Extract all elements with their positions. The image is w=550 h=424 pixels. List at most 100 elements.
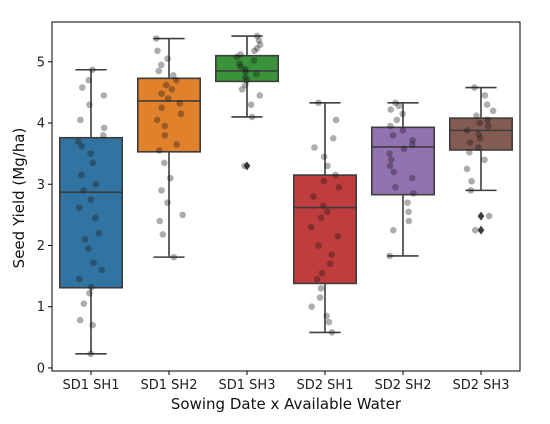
data-point [308,303,315,311]
data-point [326,260,334,268]
data-point [474,144,482,151]
data-point [408,141,416,148]
data-point [87,283,95,291]
data-point [463,127,471,134]
data-point [408,174,416,182]
data-point [76,316,84,324]
data-point [85,245,92,252]
data-point [466,139,474,146]
box-sd1-sh1 [58,136,124,289]
data-point [325,318,333,326]
data-point [155,67,163,75]
outlier-marker [243,161,251,171]
data-point [393,116,401,124]
data-point [311,144,318,151]
plot-frame [51,21,521,372]
box-sd2-sh2 [370,126,435,196]
data-point [332,116,340,124]
data-point [481,92,489,99]
data-point [471,84,478,91]
data-point [386,150,393,157]
outlier-marker [477,211,485,221]
data-point [153,116,161,124]
data-point [164,199,171,206]
data-point [168,86,176,93]
data-point [317,285,325,292]
data-point [253,45,261,52]
data-point [409,136,416,144]
box-sd1-sh3 [215,54,280,83]
data-point [253,70,260,78]
data-point [392,99,399,107]
data-point [315,99,322,107]
data-point [158,90,165,97]
data-point [313,275,321,283]
data-point [86,289,93,297]
data-point [483,101,491,108]
data-point [247,101,255,108]
data-point [335,184,343,191]
data-point [320,153,328,161]
data-point [156,217,164,225]
data-point [468,177,475,185]
data-point [158,104,165,112]
data-point [237,51,244,58]
data-point [255,37,263,44]
data-point [405,208,412,216]
data-point [334,232,342,240]
x-tick-label: SD1 SH2 [141,378,198,393]
x-tick-label: SD2 SH2 [375,378,432,393]
data-point [329,135,337,142]
data-point [317,214,325,222]
data-point [159,231,167,238]
data-point [241,162,248,170]
x-tick-label: SD2 SH3 [453,378,510,393]
x-tick-label: SD1 SH1 [63,378,120,393]
data-point [241,65,249,73]
data-point [386,162,394,170]
data-point [256,92,264,99]
data-point [324,208,331,216]
data-point [155,147,163,154]
data-point [250,57,258,64]
data-point [100,124,108,132]
data-point [169,71,177,79]
data-point [154,47,161,55]
data-point [95,229,103,237]
data-point [389,131,397,139]
data-point [405,217,413,225]
data-point [176,100,184,107]
y-tick-label: 1 [37,300,45,315]
data-point [75,204,83,211]
y-tick-label: 3 [37,178,45,193]
data-point [399,110,406,118]
data-point [236,60,243,67]
data-point [80,300,88,307]
data-point [476,119,483,127]
data-point [78,171,85,179]
box-sd2-sh1 [292,174,357,285]
data-point [477,135,484,142]
y-tick-label: 5 [37,55,45,70]
data-point [78,84,86,91]
data-point [243,76,251,84]
y-tick-label: 0 [37,361,45,376]
data-point [164,95,172,102]
data-point [320,202,327,209]
y-axis-label: Seed Yield (Mg/ha) [10,128,28,269]
data-point [100,131,107,139]
data-point [89,159,96,167]
data-point [484,116,492,124]
data-point [241,73,249,81]
data-point [179,211,186,219]
data-point [471,226,479,234]
data-point [160,159,168,167]
data-point [386,252,393,260]
data-point [177,110,185,118]
data-point [467,187,475,194]
data-point [78,142,86,150]
data-point [387,122,394,130]
data-point [167,174,174,182]
data-point [89,321,97,329]
